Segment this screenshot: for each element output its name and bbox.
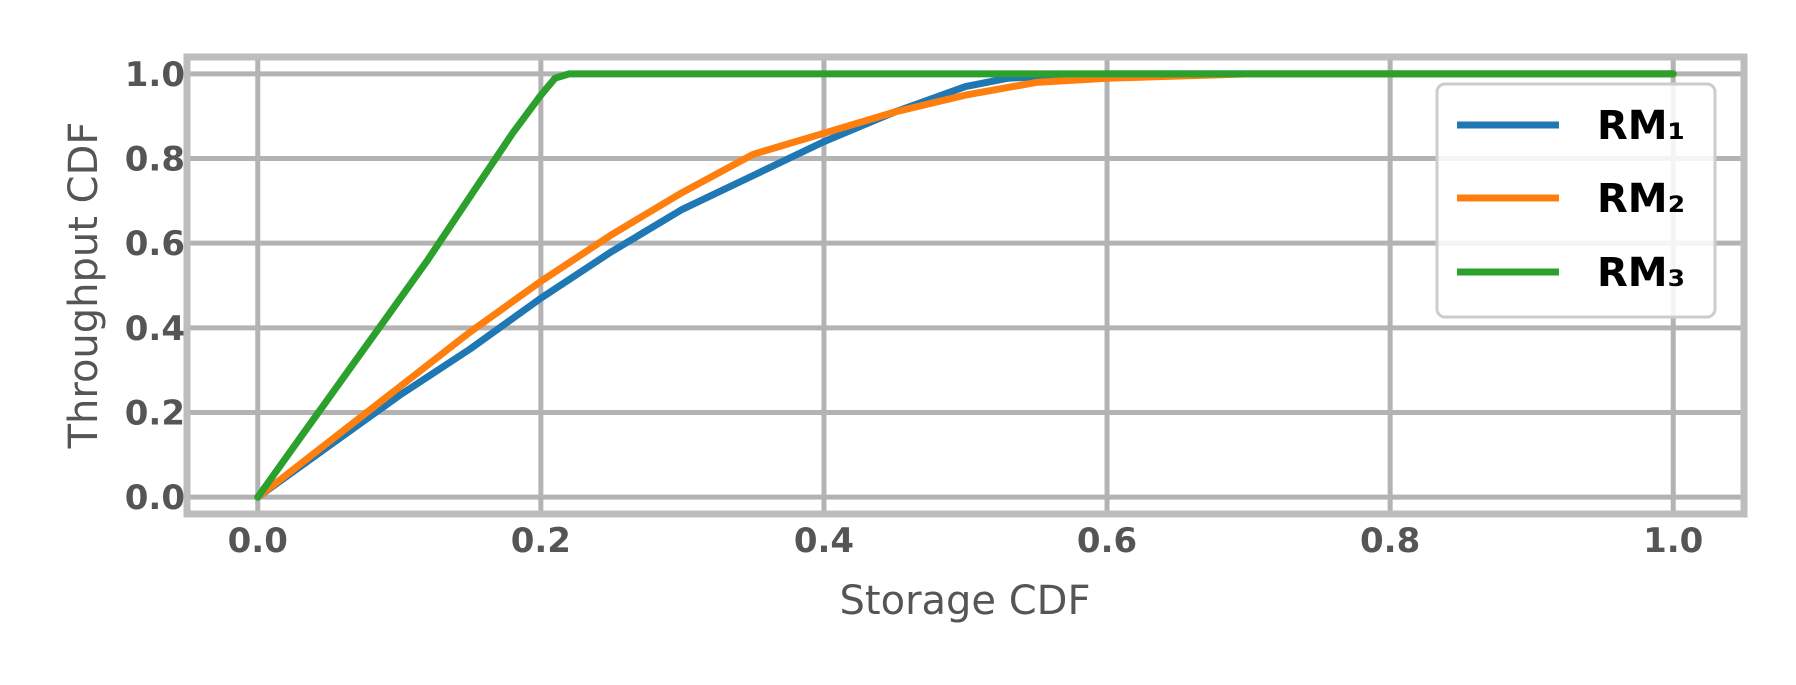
legend: RM₁ RM₂ RM₃	[1435, 82, 1717, 319]
legend-label-3: RM₃	[1597, 250, 1685, 296]
legend-label-2: RM₂	[1597, 176, 1685, 222]
x-tick-label: 0.6	[1077, 521, 1137, 561]
y-tick-label: 0.6	[125, 224, 185, 264]
y-tick-label: 0.8	[125, 140, 185, 180]
y-tick-label: 1.0	[125, 55, 185, 95]
y-tick-label: 0.0	[125, 478, 185, 518]
x-tick-label: 1.0	[1643, 521, 1703, 561]
legend-entries: RM₁ RM₂ RM₃	[1457, 103, 1685, 296]
y-tick-labels: 0.0 0.2 0.4 0.6 0.8 1.0	[125, 55, 185, 518]
x-tick-label: 0.2	[511, 521, 571, 561]
legend-box	[1435, 82, 1717, 319]
series-line-3	[254, 70, 1677, 501]
legend-label-1: RM₁	[1597, 103, 1685, 149]
y-axis-label: Throughput CDF	[61, 122, 107, 450]
y-tick-label: 0.2	[125, 393, 185, 433]
x-axis-label: Storage CDF	[840, 578, 1091, 624]
plot-frame	[183, 53, 1748, 518]
x-tick-label: 0.4	[794, 521, 854, 561]
y-tick-label: 0.4	[125, 309, 185, 349]
x-tick-label: 0.8	[1360, 521, 1420, 561]
x-tick-labels: 0.0 0.2 0.4 0.6 0.8 1.0	[228, 521, 1704, 561]
x-tick-label: 0.0	[228, 521, 288, 561]
series-group	[254, 70, 1677, 501]
